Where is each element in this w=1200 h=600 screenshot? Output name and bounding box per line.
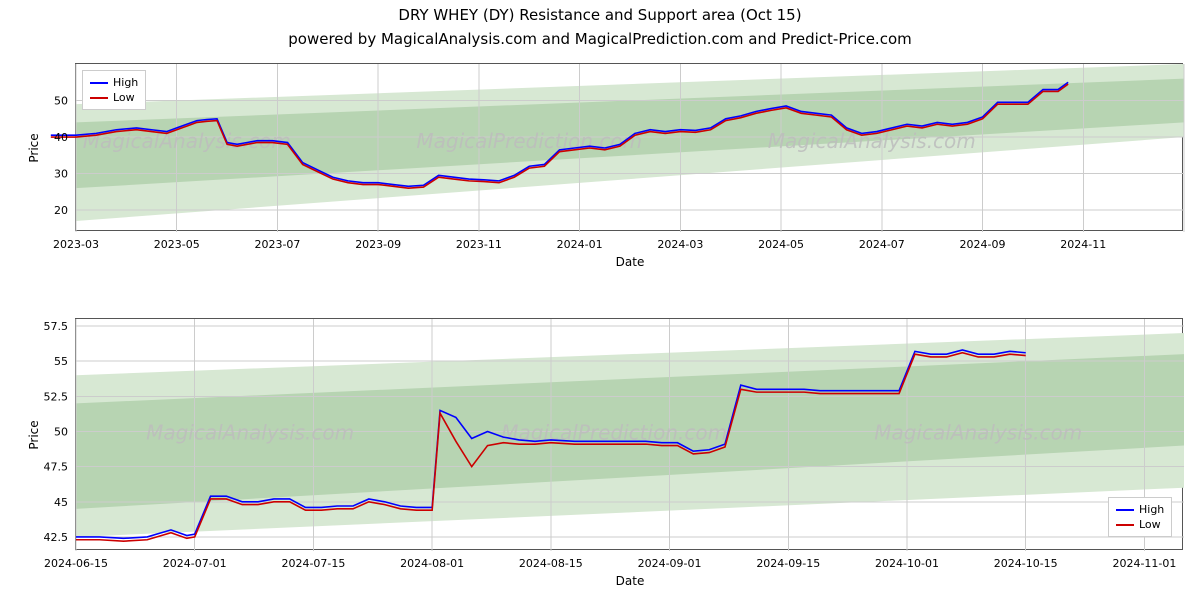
x-tick-label: 2024-08-01 [400, 557, 464, 570]
y-tick-label: 52.5 [44, 390, 69, 403]
x-tick-label: 2023-05 [154, 238, 200, 251]
legend-label-low: Low [1139, 517, 1161, 532]
x-tick-label: 2023-07 [254, 238, 300, 251]
x-tick-label: 2024-01 [557, 238, 603, 251]
x-tick-label: 2024-11 [1060, 238, 1106, 251]
legend-top: High Low [82, 70, 146, 110]
legend-label-high: High [1139, 502, 1164, 517]
legend-label-high: High [113, 75, 138, 90]
x-tick-label: 2024-09-01 [638, 557, 702, 570]
y-tick-label: 50 [54, 95, 68, 108]
x-tick-label: 2024-03 [657, 238, 703, 251]
main-title: DRY WHEY (DY) Resistance and Support are… [0, 6, 1200, 24]
chart-top: MagicalAnalysis.comMagicalPrediction.com… [75, 63, 1183, 231]
y-axis-title: Price [27, 133, 41, 162]
x-tick-label: 2023-11 [456, 238, 502, 251]
x-tick-label: 2024-09 [960, 238, 1006, 251]
y-tick-label: 45 [54, 496, 68, 509]
x-tick-label: 2024-08-15 [519, 557, 583, 570]
x-axis-title: Date [616, 574, 645, 588]
legend-row-high: High [1116, 502, 1164, 517]
legend-row-low: Low [90, 90, 138, 105]
x-tick-label: 2024-07-15 [281, 557, 345, 570]
legend-swatch-high [1116, 509, 1134, 511]
x-tick-label: 2023-03 [53, 238, 99, 251]
y-tick-label: 40 [54, 131, 68, 144]
x-tick-label: 2024-07-01 [163, 557, 227, 570]
x-tick-label: 2024-10-15 [994, 557, 1058, 570]
x-tick-label: 2023-09 [355, 238, 401, 251]
legend-bottom: High Low [1108, 497, 1172, 537]
y-tick-label: 30 [54, 168, 68, 181]
y-tick-label: 50 [54, 425, 68, 438]
watermark-text: MagicalAnalysis.com [146, 421, 354, 445]
legend-row-low: Low [1116, 517, 1164, 532]
x-tick-label: 2024-06-15 [44, 557, 108, 570]
y-tick-label: 42.5 [44, 531, 69, 544]
y-tick-label: 20 [54, 204, 68, 217]
legend-label-low: Low [113, 90, 135, 105]
sub-title: powered by MagicalAnalysis.com and Magic… [0, 30, 1200, 48]
x-tick-label: 2024-10-01 [875, 557, 939, 570]
legend-row-high: High [90, 75, 138, 90]
x-tick-label: 2024-07 [859, 238, 905, 251]
page-root: DRY WHEY (DY) Resistance and Support are… [0, 0, 1200, 600]
y-tick-label: 47.5 [44, 461, 69, 474]
chart-bottom: MagicalAnalysis.comMagicalPrediction.com… [75, 318, 1183, 550]
legend-swatch-high [90, 82, 108, 84]
legend-swatch-low [1116, 524, 1134, 526]
y-tick-label: 55 [54, 355, 68, 368]
x-tick-label: 2024-05 [758, 238, 804, 251]
watermark-text: MagicalAnalysis.com [874, 421, 1082, 445]
x-tick-label: 2024-11-01 [1112, 557, 1176, 570]
x-axis-title: Date [616, 255, 645, 269]
y-axis-title: Price [27, 420, 41, 449]
x-tick-label: 2024-09-15 [756, 557, 820, 570]
legend-swatch-low [90, 97, 108, 99]
y-tick-label: 57.5 [44, 320, 69, 333]
